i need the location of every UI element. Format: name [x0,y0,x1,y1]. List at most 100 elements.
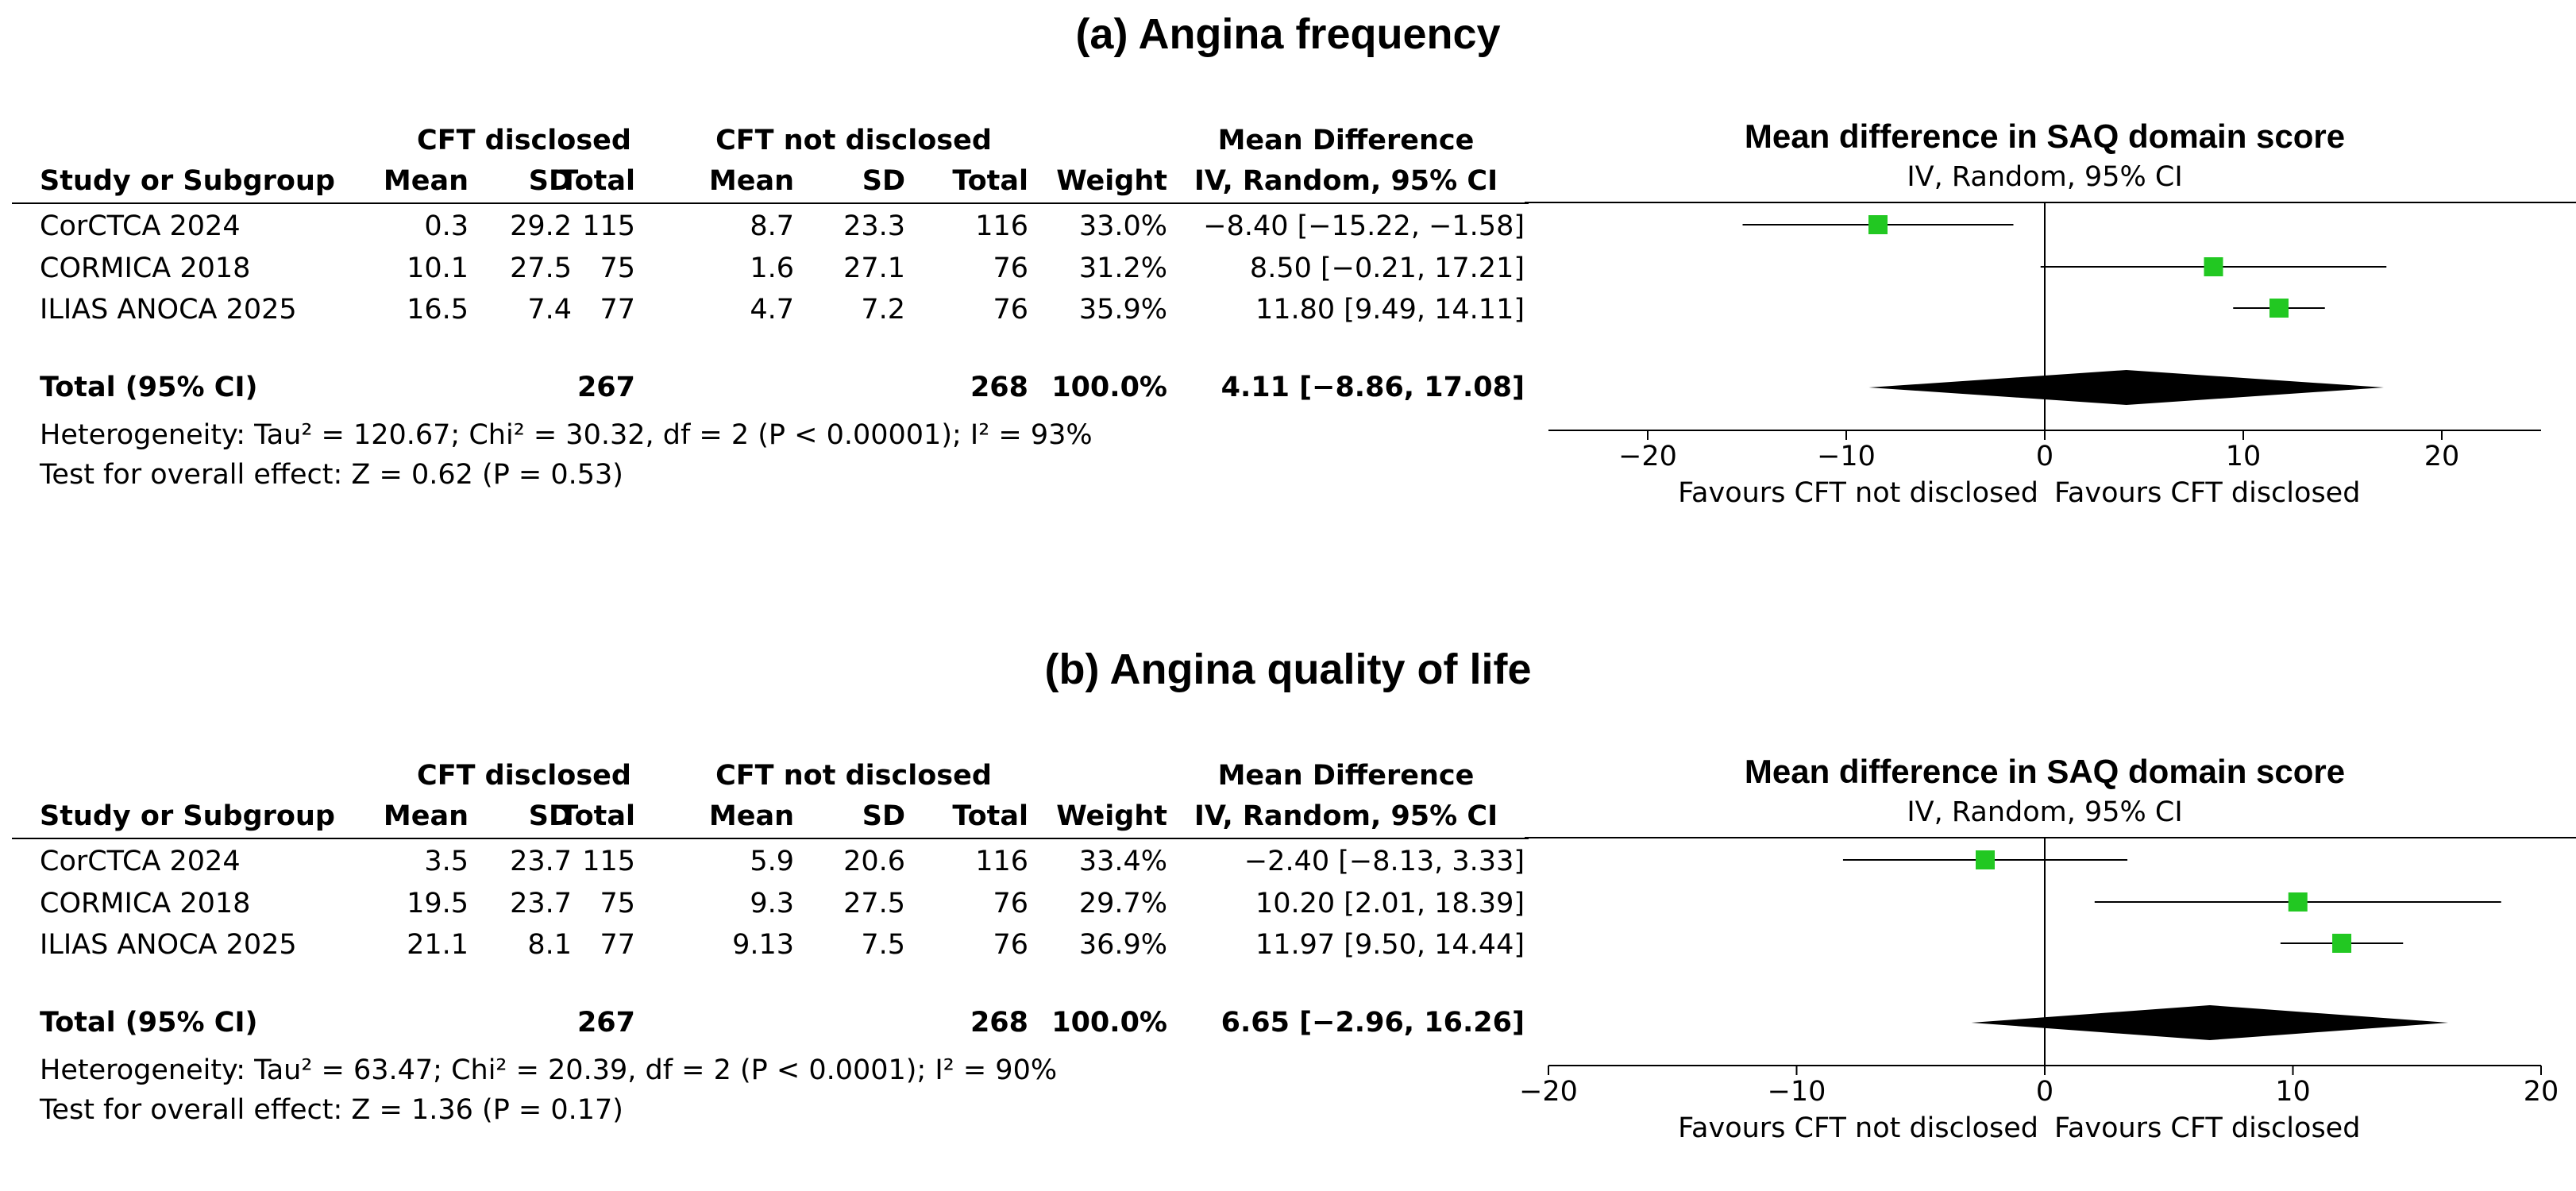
study-sd-not-disclosed: 27.5 [843,888,905,919]
x-tick-label: 20 [2524,1076,2559,1108]
x-tick-label: 10 [2226,441,2262,472]
plot-title: Mean difference in SAQ domain score [1745,753,2345,790]
study-total-disclosed: 115 [582,846,635,877]
pooled-effect-diamond [1971,1005,2449,1040]
study-mean-not-disclosed: 8.7 [750,210,794,242]
heterogeneity-text: Heterogeneity: Tau² = 120.67; Chi² = 30.… [40,419,1093,451]
total-column-header: Total [952,165,1028,197]
sd-column-header: SD [528,165,572,197]
plot-subtitle: IV, Random, 95% CI [1907,796,2182,828]
mean-column-header: Mean [383,165,469,197]
study-name: CORMICA 2018 [40,252,251,284]
study-total-not-disclosed: 76 [993,252,1028,284]
total-effect-ci: 6.65 [−2.96, 16.26] [1221,1007,1525,1039]
total-column-header: Total [559,165,635,197]
study-effect-ci: 11.97 [9.50, 14.44] [1255,929,1525,961]
study-name: ILIAS ANOCA 2025 [40,929,297,961]
sd-column-header: SD [528,800,572,832]
study-effect-ci: 11.80 [9.49, 14.11] [1255,294,1525,326]
panel-title: (a) Angina frequency [1075,10,1501,58]
x-tick-label: 20 [2424,441,2460,472]
favours-right-label: Favours CFT disclosed [2054,477,2360,509]
study-point-marker [2332,934,2352,953]
study-point-marker [2288,892,2308,912]
sd-column-header: SD [862,165,905,197]
study-sd-disclosed: 27.5 [510,252,572,284]
study-sd-disclosed: 23.7 [510,888,572,919]
study-mean-not-disclosed: 9.3 [750,888,794,919]
total-label: Total (95% CI) [40,1007,258,1039]
forest-plot: Mean difference in SAQ domain score IV, R… [1519,753,2576,1144]
forest-plot: Mean difference in SAQ domain score IV, R… [1525,118,2576,509]
study-weight: 33.4% [1078,846,1167,877]
study-point-marker [2204,257,2223,276]
total-n-disclosed: 267 [577,372,635,403]
study-point-marker [1976,850,1995,869]
sd-column-header: SD [862,800,905,832]
study-name: CorCTCA 2024 [40,846,241,877]
study-sd-disclosed: 23.7 [510,846,572,877]
mean-column-header: Mean [708,165,794,197]
study-name: CorCTCA 2024 [40,210,241,242]
study-mean-disclosed: 16.5 [407,294,469,326]
study-name: CORMICA 2018 [40,888,251,919]
effect-header-method: IV, Random, 95% CI [1194,800,1498,832]
study-point-marker [2269,299,2289,318]
study-effect-ci: −2.40 [−8.13, 3.33] [1244,846,1525,877]
plot-title: Mean difference in SAQ domain score [1745,118,2345,155]
x-tick-label: 10 [2275,1076,2311,1108]
group-header-not-disclosed: CFT not disclosed [715,125,992,156]
total-label: Total (95% CI) [40,372,258,403]
panel-title: (b) Angina quality of life [1044,646,1532,693]
group-header-disclosed: CFT disclosed [417,760,631,792]
study-total-disclosed: 77 [600,294,635,326]
study-total-not-disclosed: 116 [975,846,1028,877]
total-effect-ci: 4.11 [−8.86, 17.08] [1221,372,1525,403]
study-sd-not-disclosed: 20.6 [843,846,905,877]
mean-column-header: Mean [708,800,794,832]
group-header-not-disclosed: CFT not disclosed [715,760,992,792]
study-mean-disclosed: 19.5 [407,888,469,919]
pooled-effect-diamond [1868,370,2384,405]
study-effect-ci: 10.20 [2.01, 18.39] [1255,888,1525,919]
study-sd-disclosed: 29.2 [510,210,572,242]
study-total-disclosed: 77 [600,929,635,961]
study-column-header: Study or Subgroup [40,165,335,197]
x-tick-label: 0 [2036,441,2053,472]
weight-column-header: Weight [1056,800,1167,832]
total-column-header: Total [952,800,1028,832]
study-weight: 33.0% [1078,210,1167,242]
x-tick-label: −10 [1768,1076,1826,1108]
mean-column-header: Mean [383,800,469,832]
favours-left-label: Favours CFT not disclosed [1678,1112,2038,1144]
group-header-disclosed: CFT disclosed [417,125,631,156]
study-total-not-disclosed: 76 [993,929,1028,961]
overall-effect-text: Test for overall effect: Z = 0.62 (P = 0… [40,459,623,491]
study-column-header: Study or Subgroup [40,800,335,832]
study-total-disclosed: 115 [582,210,635,242]
study-mean-not-disclosed: 5.9 [750,846,794,877]
effect-header-method: IV, Random, 95% CI [1194,165,1498,197]
study-sd-not-disclosed: 7.2 [861,294,905,326]
study-sd-disclosed: 7.4 [527,294,572,326]
x-tick-label: 0 [2036,1076,2053,1108]
study-effect-ci: −8.40 [−15.22, −1.58] [1203,210,1525,242]
forest-plot-panel-b: (b) Angina quality of life CFT disclosed… [0,635,2576,1191]
study-weight: 35.9% [1078,294,1167,326]
total-weight: 100.0% [1051,1007,1167,1039]
study-total-disclosed: 75 [600,888,635,919]
weight-column-header: Weight [1056,165,1167,197]
study-total-not-disclosed: 76 [993,888,1028,919]
forest-plot-panel-a: (a) Angina frequency CFT disclosed CFT n… [0,0,2576,556]
study-sd-disclosed: 8.1 [527,929,572,961]
study-effect-ci: 8.50 [−0.21, 17.21] [1249,252,1525,284]
total-n-not-disclosed: 268 [970,1007,1028,1039]
total-weight: 100.0% [1051,372,1167,403]
study-sd-not-disclosed: 23.3 [843,210,905,242]
favours-right-label: Favours CFT disclosed [2054,1112,2360,1144]
study-sd-not-disclosed: 7.5 [861,929,905,961]
x-tick-label: −20 [1618,441,1677,472]
favours-left-label: Favours CFT not disclosed [1678,477,2038,509]
header-rule [12,202,1529,204]
total-n-not-disclosed: 268 [970,372,1028,403]
